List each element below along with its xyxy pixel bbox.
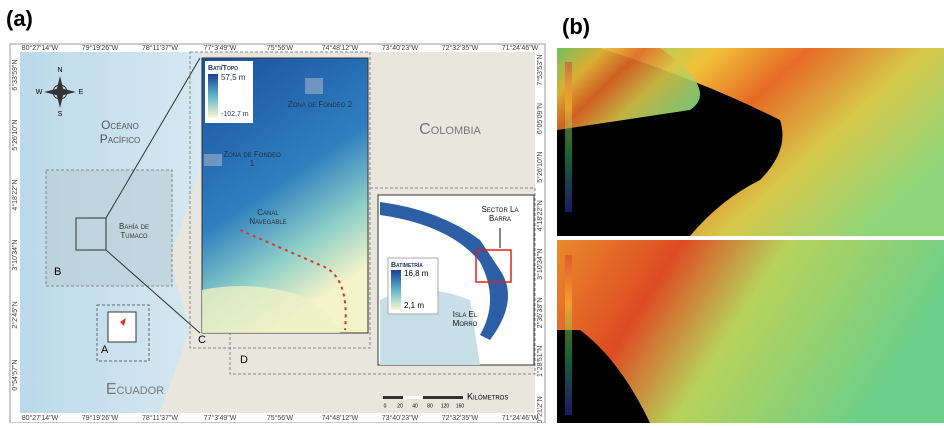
- ocean-label: Océano Pacífico: [99, 118, 141, 146]
- legend-min: -102,7 m: [221, 111, 249, 118]
- lat-label-right: 3°10'34"N: [536, 249, 544, 280]
- bay-text: Bahía de Tumaco: [119, 222, 149, 240]
- compass-s: S: [58, 111, 63, 118]
- lat-label-right: 1°28'51"N: [536, 346, 544, 377]
- ocean-text: Océano Pacífico: [99, 118, 141, 146]
- box-label: D: [240, 354, 248, 366]
- legend-max: 16,8 m: [404, 269, 429, 278]
- scale-title: Kilómetros: [467, 391, 508, 401]
- scale-mark: 120: [441, 403, 450, 409]
- sector-text: Sector La Barra: [481, 205, 519, 223]
- location-pin: [120, 318, 126, 326]
- terrain: [557, 48, 700, 130]
- coast: [202, 286, 340, 333]
- lat-label-left: 5°26'10"N: [11, 119, 19, 150]
- bay-label: Bahía de Tumaco: [119, 222, 149, 240]
- island-label: Isla El Morro: [452, 310, 478, 328]
- lat-label-right: 0°21'2"N: [536, 396, 544, 423]
- box-a-inner: [107, 311, 137, 343]
- lon-label-bottom: 71°24'46"W: [502, 414, 539, 422]
- lat-label-left: 6°33'59"N: [11, 59, 19, 90]
- lon-label-bottom: 77°3'49"W: [204, 414, 237, 422]
- box-d: [229, 187, 536, 375]
- lon-label-top: 72°32'35"W: [442, 44, 479, 52]
- legend-ramp: [208, 74, 218, 118]
- compass-n: N: [57, 67, 62, 74]
- lat-label-right: 2°36'38"N: [536, 297, 544, 328]
- lon-label-top: 71°24'46"W: [502, 44, 539, 52]
- compass-e: E: [79, 89, 84, 96]
- colorbar: [565, 62, 572, 212]
- lat-label-right: 4°18'22"N: [536, 200, 544, 231]
- lat-label-right: 6°05'09"N: [536, 103, 544, 134]
- zoom-box: [75, 217, 107, 251]
- scale-mark: 20: [397, 403, 403, 409]
- lon-label-top: 79°19'26"W: [82, 44, 119, 52]
- zoom-line: [105, 57, 201, 219]
- lat-label-left: 3°10'34"N: [11, 239, 19, 270]
- zoom-line: [105, 249, 201, 334]
- zone2-label: Zona de Fondeo 2: [287, 100, 353, 109]
- legend-title: Bati/Topo: [208, 65, 238, 72]
- compass: N S E W: [36, 67, 84, 118]
- box-label: B: [54, 266, 61, 278]
- lon-label-top: 75°56'W: [267, 44, 294, 52]
- zone-box: [305, 78, 323, 94]
- zone1-text: Zona de Fondeo 1: [223, 150, 281, 168]
- scale-mark: 40: [412, 403, 418, 409]
- sector-label: Sector La Barra: [481, 205, 519, 223]
- terrain: [600, 48, 944, 236]
- scale-mark: 80: [427, 403, 433, 409]
- legend-ramp: [391, 270, 401, 310]
- channel-label: Canal Navegable: [249, 208, 287, 226]
- box-label: C: [198, 334, 206, 346]
- panel-label: (a): [6, 6, 33, 31]
- terrain: [557, 240, 944, 423]
- ecuador-label: Ecuador: [106, 381, 164, 398]
- colorbar: [565, 255, 572, 415]
- lon-label-bottom: 78°11'37"W: [142, 414, 178, 422]
- lat-label-left: 4°18'22"N: [11, 179, 19, 210]
- box-a: [96, 304, 150, 362]
- lon-label-bottom: 80°27'14"W: [22, 414, 59, 422]
- lon-label-bottom: 73°40'23"W: [382, 414, 419, 422]
- zone2-text: Zona de Fondeo 2: [287, 100, 353, 109]
- scale-bar: Kilómetros: [383, 391, 508, 401]
- legend-title: Batimetría: [391, 261, 423, 269]
- lon-label-top: 77°3'49"W: [204, 44, 237, 52]
- scale-mark: 0: [384, 403, 387, 409]
- lon-label-top: 73°40'23"W: [382, 44, 419, 52]
- lat-label-right: 5°26'10"N: [536, 152, 544, 183]
- lon-label-top: 74°48'12"W: [322, 44, 359, 52]
- channel-text: Canal Navegable: [249, 208, 287, 226]
- bathymetry: [380, 202, 508, 340]
- lon-label-bottom: 74°48'12"W: [322, 414, 359, 422]
- lon-label-bottom: 72°32'35"W: [442, 414, 479, 422]
- compass-w: W: [36, 89, 43, 96]
- panel-label: (b): [562, 14, 590, 39]
- lat-label-right: 7°53'53"N: [536, 54, 544, 85]
- lon-label-bottom: 75°56'W: [267, 414, 294, 422]
- sector-box: [475, 249, 512, 283]
- lon-label-bottom: 79°19'26"W: [82, 414, 119, 422]
- colombia-label: Colombia: [419, 121, 481, 138]
- box-b: [45, 169, 173, 287]
- island-text: Isla El Morro: [452, 310, 478, 328]
- lat-label-left: 2°2'45"N: [11, 301, 19, 328]
- zone1-label: Zona de Fondeo 1: [223, 150, 281, 168]
- zone-box: [204, 154, 222, 166]
- legend-max: 57,5 m: [221, 73, 246, 82]
- lat-label-left: 0°54'57"N: [11, 359, 19, 390]
- box-c: [189, 51, 371, 349]
- lon-label-top: 78°11'37"W: [142, 44, 178, 52]
- box-label: A: [101, 344, 109, 356]
- lon-label-top: 80°27'14"W: [22, 44, 59, 52]
- scale-mark: 160: [456, 403, 465, 409]
- legend-min: 2,1 m: [404, 301, 424, 310]
